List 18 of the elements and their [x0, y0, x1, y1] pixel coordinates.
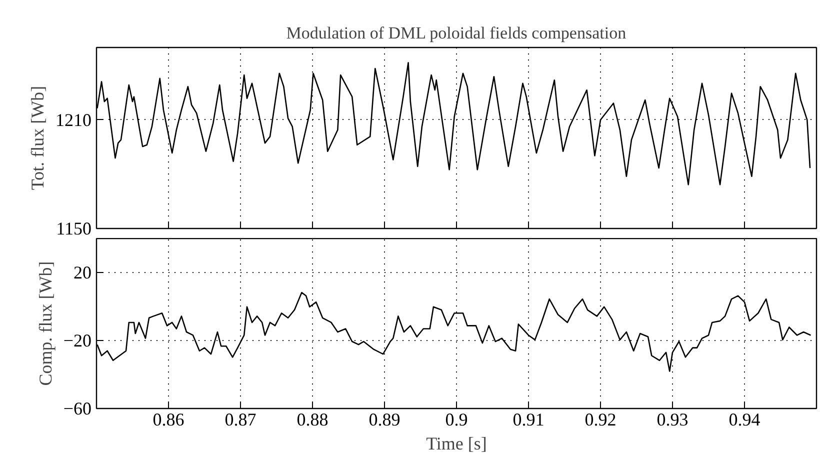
y-tick-label: 1150 [56, 218, 92, 238]
x-tick-label: 0.88 [296, 410, 328, 430]
y-axis-title: Tot. flux [Wb] [28, 86, 48, 190]
y-tick-label: 1210 [56, 110, 92, 130]
x-tick-label: 0.92 [584, 410, 616, 430]
y-tick-label: 20 [74, 262, 92, 282]
chart-title: Modulation of DML poloidal fields compensation [286, 24, 627, 42]
y-tick-label: −20 [63, 330, 92, 350]
x-tick-label: 0.87 [224, 410, 256, 430]
x-tick-label: 0.9 [445, 410, 468, 430]
x-tick-label: 0.91 [512, 410, 544, 430]
x-axis-title: Time [s] [426, 434, 487, 454]
y-tick-label: −60 [63, 398, 92, 418]
x-tick-label: 0.93 [656, 410, 688, 430]
x-tick-label: 0.94 [728, 410, 760, 430]
x-tick-label: 0.89 [368, 410, 400, 430]
y-axis-title: Comp. flux [Wb] [35, 261, 56, 386]
x-tick-label: 0.86 [152, 410, 184, 430]
